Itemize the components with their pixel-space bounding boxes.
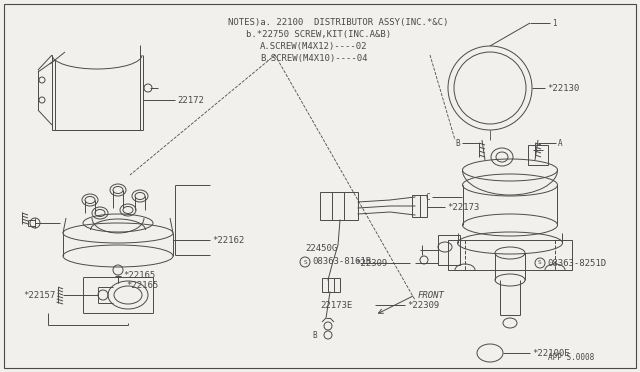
Text: b.*22750 SCREW,KIT(INC.A&B): b.*22750 SCREW,KIT(INC.A&B)	[246, 30, 391, 39]
Bar	[412, 195, 427, 217]
Text: APP S.0008: APP S.0008	[548, 353, 595, 362]
Text: A: A	[558, 138, 563, 148]
Text: *22309: *22309	[355, 259, 387, 267]
Text: B: B	[456, 138, 460, 148]
Text: S: S	[538, 260, 542, 266]
Bar	[320, 192, 358, 220]
Text: *22100E: *22100E	[532, 349, 570, 357]
Text: *22157: *22157	[23, 291, 55, 299]
Text: B.SCREW(M4X10)----04: B.SCREW(M4X10)----04	[260, 54, 367, 63]
Text: 22172: 22172	[177, 96, 204, 105]
Bar	[528, 145, 548, 165]
Text: *22173: *22173	[447, 202, 479, 212]
Text: *22162: *22162	[212, 235, 244, 244]
Bar	[448, 240, 572, 270]
Text: A.SCREW(M4X12)----02: A.SCREW(M4X12)----02	[260, 42, 367, 51]
Text: *22165: *22165	[123, 272, 156, 280]
Text: *22130: *22130	[547, 83, 579, 93]
Text: 08363-8161B: 08363-8161B	[312, 257, 371, 266]
Text: 22450G: 22450G	[305, 244, 337, 253]
Text: FRONT: FRONT	[418, 291, 445, 299]
Text: 22173E: 22173E	[320, 301, 352, 310]
Text: 1: 1	[552, 19, 557, 28]
Bar	[438, 235, 460, 265]
Text: C: C	[426, 192, 430, 202]
Text: *22309: *22309	[407, 301, 439, 310]
Text: *22165: *22165	[126, 280, 158, 289]
Text: S: S	[303, 260, 307, 264]
Text: NOTES)a. 22100  DISTRIBUTOR ASSY(INC.*&C): NOTES)a. 22100 DISTRIBUTOR ASSY(INC.*&C)	[228, 18, 449, 27]
Bar	[322, 278, 340, 292]
Text: B: B	[312, 330, 317, 340]
Text: 08363-8251D: 08363-8251D	[547, 259, 606, 267]
